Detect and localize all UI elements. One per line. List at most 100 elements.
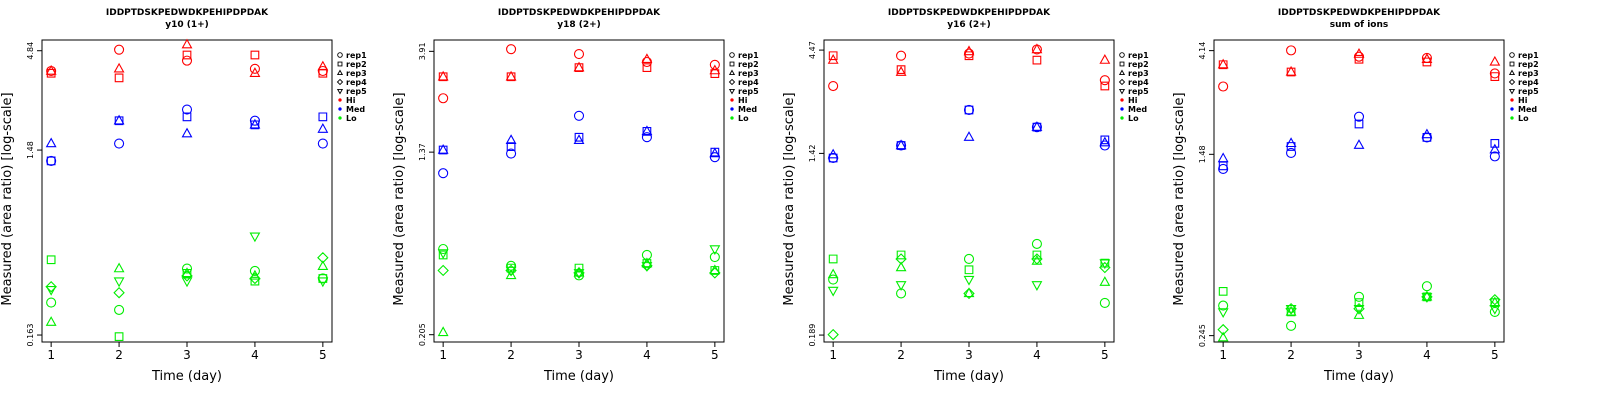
data-point-med-circle — [438, 168, 449, 179]
data-point-hi-square — [182, 50, 192, 60]
x-axis-label: Time (day) — [1323, 369, 1394, 384]
legend-marker-diamond — [1508, 78, 1516, 86]
data-point-lo-diamond — [963, 287, 975, 300]
data-point-hi-circle — [1353, 51, 1365, 62]
data-point-hi-triangle-up — [317, 60, 329, 71]
data-point-lo-triangle-down — [317, 277, 329, 288]
legend-marker-triangle-up — [1118, 69, 1126, 76]
chart-panel-1: IDDPTDSKPEDWDKPEHIPDPDAK y10 (1+) 1 2 3 4 5 Tim… — [0, 8, 367, 384]
data-point-med-triangle-up — [1489, 143, 1501, 154]
data-point-hi-circle — [709, 59, 720, 70]
data-point-med-triangle-up — [317, 123, 329, 133]
data-point-lo-triangle-up — [505, 269, 517, 280]
legend-label: Hi — [346, 96, 356, 105]
legend-label: rep2 — [346, 60, 367, 69]
data-point-lo-circle — [1489, 306, 1500, 317]
data-point-med-triangle-up — [505, 134, 517, 144]
data-point-lo-circle — [1353, 291, 1365, 302]
data-point-med-square — [182, 112, 192, 122]
data-point-med-square — [46, 156, 56, 166]
x-tick-label: 3 — [183, 348, 191, 362]
legend-label: Hi — [738, 96, 748, 105]
y-tick-label: 4.47 — [808, 41, 817, 59]
data-point-lo-diamond — [895, 253, 907, 265]
data-point-med-triangle-up — [573, 134, 585, 144]
data-point-lo-triangle-down — [827, 286, 839, 297]
x-tick-label: 2 — [507, 348, 515, 362]
x-tick-label: 3 — [1355, 348, 1363, 362]
x-tick-label: 1 — [439, 348, 447, 362]
legend-label: Med — [346, 105, 365, 114]
chart-subtitle: y16 (2+) — [947, 20, 991, 30]
data-point-lo-triangle-down — [573, 269, 585, 279]
data-point-lo-triangle-up — [895, 261, 907, 272]
x-tick-label: 2 — [1287, 348, 1295, 362]
data-point-lo-diamond — [827, 328, 839, 341]
data-point-lo-square — [438, 250, 448, 260]
legend-color-dot — [730, 116, 734, 120]
legend-color-dot — [730, 107, 734, 111]
data-point-med-triangle-up — [1099, 136, 1111, 147]
data-point-hi-triangle-up — [709, 64, 721, 75]
legend-marker-triangle-up — [728, 69, 736, 76]
legend-marker-circle — [1119, 52, 1125, 58]
legend-color-dot — [338, 116, 342, 120]
data-point-lo-triangle-down — [45, 285, 57, 296]
data-point-hi-square — [1354, 54, 1364, 64]
x-tick-label: 4 — [1423, 348, 1431, 362]
data-point-hi-circle — [963, 48, 975, 59]
legend-label: Lo — [1128, 114, 1139, 123]
legend-label: rep5 — [346, 87, 367, 96]
legend-label: rep1 — [1128, 51, 1149, 60]
data-point-lo-circle — [1421, 281, 1432, 292]
data-point-med-square — [1422, 133, 1432, 142]
legend-label: Med — [738, 105, 757, 114]
data-point-hi-triangle-up — [963, 45, 975, 56]
y-tick-label: 0.245 — [1198, 324, 1207, 347]
y-axis-label: Measured (area ratio) [log-scale] — [1172, 92, 1187, 305]
data-point-lo-triangle-down — [641, 262, 653, 272]
y-tick-label: 4.84 — [26, 42, 35, 60]
data-point-lo-circle — [438, 243, 449, 255]
data-point-hi-triangle-up — [437, 70, 449, 81]
y-tick-label: 1.48 — [26, 141, 35, 159]
data-point-hi-square — [114, 73, 124, 83]
data-point-med-circle — [181, 104, 193, 115]
chart-title: IDDPTDSKPEDWDKPEHIPDPDAK — [1278, 8, 1441, 18]
y-tick-label: 3.91 — [418, 42, 427, 60]
data-point-hi-circle — [249, 63, 260, 74]
x-tick-label: 1 — [829, 348, 837, 362]
data-point-lo-diamond — [1099, 261, 1111, 274]
data-point-hi-triangle-up — [1421, 53, 1433, 63]
plot-frame — [41, 39, 333, 343]
data-point-lo-diamond — [113, 286, 125, 299]
data-point-hi-triangle-up — [1353, 48, 1365, 58]
data-point-lo-triangle-up — [963, 287, 975, 298]
data-point-lo-square — [46, 255, 56, 265]
chart-panel-4: IDDPTDSKPEDWDKPEHIPDPDAK sum of ions 1 2 3 4 5… — [1172, 8, 1539, 384]
data-point-hi-circle — [181, 55, 193, 66]
data-point-hi-triangle-up — [641, 53, 653, 63]
data-point-lo-triangle-up — [573, 266, 585, 277]
data-point-hi-square — [250, 50, 260, 60]
data-point-lo-circle — [828, 274, 839, 285]
data-point-med-triangle-up — [249, 118, 261, 129]
data-point-hi-triangle-up — [1285, 65, 1297, 76]
data-point-med-circle — [506, 148, 517, 159]
data-point-hi-triangle-up — [895, 66, 907, 76]
data-point-hi-square — [710, 69, 720, 79]
data-point-lo-triangle-down — [437, 249, 449, 260]
data-point-lo-triangle-down — [895, 281, 907, 291]
legend-marker-square — [337, 61, 343, 67]
chart-subtitle: y10 (1+) — [165, 20, 209, 30]
data-point-lo-square — [250, 276, 260, 286]
data-point-lo-diamond — [249, 272, 261, 285]
x-tick-label: 5 — [711, 348, 719, 362]
data-point-lo-circle — [114, 304, 125, 315]
data-point-lo-circle — [46, 297, 57, 308]
data-point-hi-triangle-up — [181, 38, 193, 49]
data-point-med-circle — [1286, 147, 1297, 159]
data-point-med-circle — [114, 138, 125, 149]
legend-label: rep1 — [1518, 51, 1539, 60]
data-point-med-square — [1490, 138, 1500, 148]
